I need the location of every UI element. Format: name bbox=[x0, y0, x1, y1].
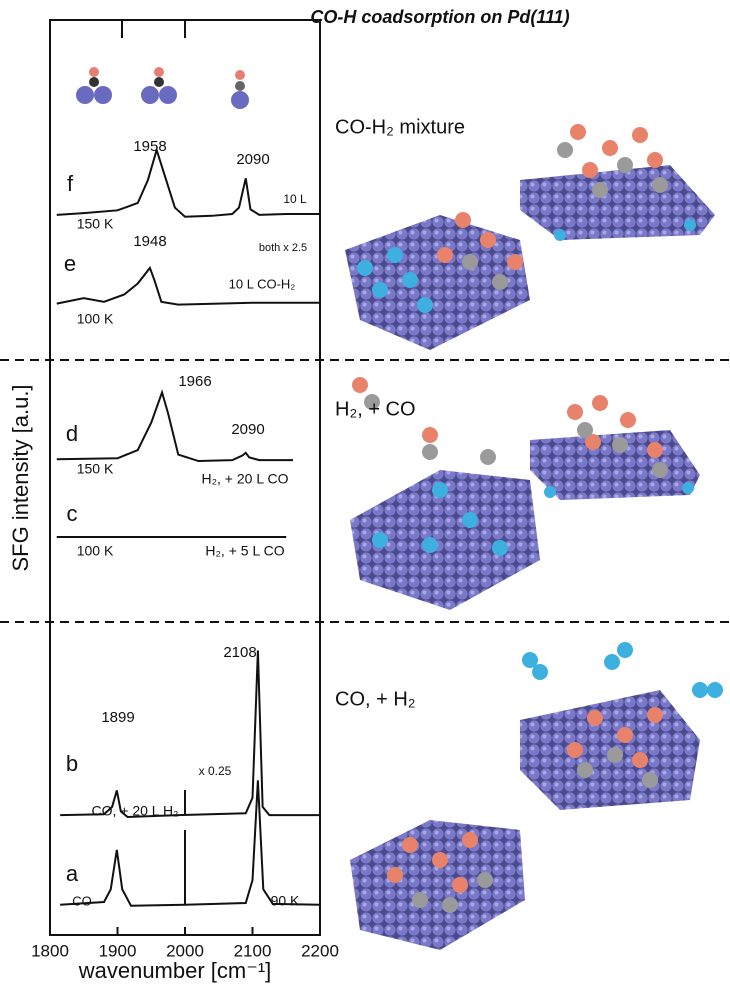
annotation: 1966 bbox=[178, 373, 211, 390]
annotation: 1899 bbox=[101, 709, 134, 726]
section-label: CO-H₂ mixture bbox=[335, 116, 465, 138]
annotation: 10 L CO-H₂ bbox=[229, 276, 296, 291]
section-label: CO, + H₂ bbox=[335, 688, 416, 710]
trace-label: e bbox=[64, 251, 76, 276]
annotation: 10 L bbox=[283, 192, 307, 206]
surface-illustrations bbox=[345, 124, 723, 950]
annotation: H₂, + 20 L CO bbox=[201, 471, 288, 487]
annotation: x 0.25 bbox=[199, 764, 232, 778]
spectrum bbox=[57, 150, 320, 217]
figure-title: CO-H coadsorption on Pd(111) bbox=[310, 7, 569, 27]
annotation: 90 K bbox=[271, 893, 300, 909]
y-axis-label: SFG intensity [a.u.] bbox=[8, 384, 33, 571]
trace-label: d bbox=[66, 421, 78, 446]
annotation: 1958 bbox=[133, 138, 166, 155]
x-tick-label: 1800 bbox=[31, 941, 69, 960]
annotation: 100 K bbox=[77, 311, 114, 327]
trace-label: a bbox=[66, 861, 79, 886]
trace-label: c bbox=[67, 501, 78, 526]
annotation: both x 2.5 bbox=[259, 242, 307, 254]
adsorption-icons bbox=[76, 20, 249, 109]
trace-label: f bbox=[67, 171, 74, 196]
annotation: 2090 bbox=[236, 151, 269, 168]
spectrum bbox=[60, 650, 320, 817]
annotation: 2108 bbox=[223, 644, 256, 661]
spectrum bbox=[60, 780, 320, 905]
annotation: CO, + 20 L H₂ bbox=[91, 803, 178, 819]
figure: CO-H coadsorption on Pd(111) 18001900200… bbox=[0, 0, 730, 988]
x-axis-label: wavenumber [cm⁻¹] bbox=[78, 958, 272, 983]
annotation: 1948 bbox=[133, 233, 166, 250]
annotation: 150 K bbox=[77, 461, 114, 477]
annotation: CO bbox=[72, 893, 92, 908]
annotation: H₂, + 5 L CO bbox=[205, 543, 284, 559]
annotation: 150 K bbox=[77, 216, 114, 232]
trace-label: b bbox=[66, 751, 78, 776]
annotation: 2090 bbox=[231, 421, 264, 438]
x-tick-label: 2200 bbox=[301, 941, 339, 960]
annotation: 100 K bbox=[77, 543, 114, 559]
section-label: H₂, + CO bbox=[335, 398, 416, 420]
